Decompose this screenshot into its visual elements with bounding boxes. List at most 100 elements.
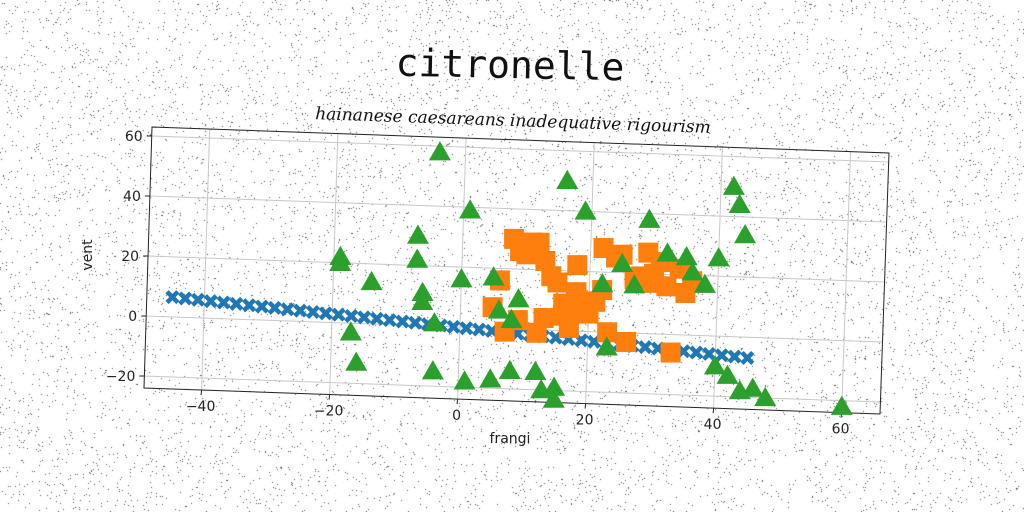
series-2-point xyxy=(643,272,664,293)
series-3-point xyxy=(591,273,614,293)
series-2-point xyxy=(535,251,556,272)
chart-title: citronelle xyxy=(395,41,625,90)
series-2-point xyxy=(597,322,618,343)
series-3-point xyxy=(693,273,716,293)
series-2-point xyxy=(529,232,550,253)
series-1-point xyxy=(638,340,653,355)
series-2-point xyxy=(616,331,637,352)
series-3-point xyxy=(406,224,429,244)
series-1-point xyxy=(382,313,397,328)
series-1-point xyxy=(459,321,474,336)
series-3-point xyxy=(722,175,745,195)
y-gridline xyxy=(148,255,885,283)
series-2-point xyxy=(593,238,614,259)
series-3-point xyxy=(411,290,434,310)
x-tick-label: 40 xyxy=(704,417,722,433)
series-1-point xyxy=(395,314,410,329)
series-1-point xyxy=(318,306,333,321)
series-1-point xyxy=(714,348,729,363)
series-1-point xyxy=(727,349,742,364)
series-1-point xyxy=(740,350,755,365)
series-1-point xyxy=(190,292,205,307)
x-tick-label: −40 xyxy=(186,399,216,415)
series-3-point xyxy=(595,336,618,356)
x-tick-mark xyxy=(456,399,459,405)
x-axis-label: frangi xyxy=(490,431,531,447)
x-gridline xyxy=(841,151,852,413)
x-tick-mark xyxy=(200,389,203,396)
x-tick-mark xyxy=(584,403,587,409)
series-3-point xyxy=(421,360,444,380)
series-1-point xyxy=(165,290,180,305)
series-3-point xyxy=(542,388,565,408)
series-2-point xyxy=(660,342,681,363)
series-3-point xyxy=(450,268,473,288)
series-1-point xyxy=(280,302,295,317)
series-3-point xyxy=(345,351,368,371)
series-3-point xyxy=(498,359,521,380)
series-1-point xyxy=(344,309,359,324)
series-3-point xyxy=(675,245,698,266)
series-1-point xyxy=(408,315,423,330)
series-1-point xyxy=(689,345,704,360)
series-1-point xyxy=(242,298,257,313)
series-3-point xyxy=(428,141,451,161)
series-3-point xyxy=(530,379,553,399)
series-3-point xyxy=(574,200,597,220)
x-gridline xyxy=(457,138,467,400)
series-3-point xyxy=(623,274,646,294)
series-3-point xyxy=(556,169,579,189)
x-gridline xyxy=(585,142,595,404)
series-1-point xyxy=(305,304,320,319)
chart-subtitle: hainanese caesareans inadequative rigour… xyxy=(315,104,711,138)
series-3-point xyxy=(543,376,566,396)
series-3-point xyxy=(754,386,777,407)
series-3-point xyxy=(329,251,352,272)
series-3-point xyxy=(704,355,727,375)
series-2-point xyxy=(526,322,547,343)
series-1-point xyxy=(178,291,193,306)
x-gridline xyxy=(201,129,211,391)
series-1-point xyxy=(702,346,717,361)
series-1-point xyxy=(331,307,346,322)
y-tick-label: −20 xyxy=(106,369,136,385)
y-tick-label: 20 xyxy=(121,249,139,265)
x-tick-label: −20 xyxy=(314,404,344,420)
series-3-point xyxy=(524,360,547,381)
series-1-point xyxy=(472,322,487,337)
series-1-point xyxy=(216,295,231,310)
axes-frame xyxy=(143,126,890,415)
series-1-point xyxy=(369,311,384,326)
y-tick-label: 40 xyxy=(123,189,141,205)
series-3-point xyxy=(482,266,505,286)
series-3-point xyxy=(500,308,523,329)
series-1-point xyxy=(254,299,269,314)
series-3-point xyxy=(707,247,730,267)
series-1-point xyxy=(357,310,372,325)
series-3-point xyxy=(656,242,679,262)
series-3-point xyxy=(611,252,634,272)
x-tick-mark xyxy=(328,394,331,400)
series-3-point xyxy=(339,321,362,341)
series-2-point xyxy=(558,317,579,338)
series-1-point xyxy=(203,294,218,309)
series-2-point xyxy=(572,300,593,321)
x-tick-label: 0 xyxy=(452,408,461,424)
series-1-point xyxy=(293,303,308,318)
series-3-point xyxy=(716,364,739,384)
x-tick-label: 20 xyxy=(576,413,594,429)
series-2-point xyxy=(567,255,588,276)
plot-area: −40 −20 0 20 40 60 −20 0 20 40 60 xyxy=(106,126,890,438)
series-3-point xyxy=(507,288,530,308)
series-3-point xyxy=(681,261,704,281)
y-gridline xyxy=(149,195,887,223)
y-tick-label: 60 xyxy=(125,129,143,145)
series-3-point xyxy=(360,270,383,291)
series-3-point xyxy=(734,224,757,244)
series-2-point xyxy=(566,282,587,303)
series-3-point xyxy=(638,208,661,228)
series-1-point xyxy=(229,296,244,311)
y-gridline xyxy=(144,375,881,403)
series-3-point xyxy=(453,370,476,390)
